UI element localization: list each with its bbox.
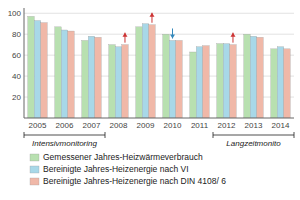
bar [55,27,61,118]
x-tick-label: 2010 [164,121,182,130]
trend-arrow-head [149,13,154,17]
period-bracket [213,135,294,136]
period-label: Langzeitmonito [226,139,281,148]
bar [196,47,202,118]
bars [28,16,290,118]
bar [109,45,115,118]
x-tick-label: 2013 [245,121,263,130]
legend-label: Bereinigte Jahres-Heizenergie nach VI [43,164,189,174]
bar [277,47,283,118]
bar [61,30,67,118]
bar [230,45,236,118]
x-axis [24,118,294,119]
bar [284,49,290,118]
bar [169,40,175,118]
legend-label: Bereinigte Jahres-Heizenergie nach DIN 4… [43,176,226,186]
bar [136,27,142,118]
legend-swatch [30,154,39,161]
x-tick-label: 2012 [218,121,236,130]
y-tick-label: 60 [12,51,21,60]
legend-label: Gemessener Jahres-Heizwärmeverbrauch [43,152,203,162]
bar [217,44,223,118]
legend-swatch [30,178,39,185]
x-tick-label: 2009 [137,121,155,130]
bar [149,25,155,118]
bar [115,47,121,118]
y-tick-label: 100 [8,9,22,18]
bar [250,36,256,118]
x-tick-label: 2005 [29,121,47,130]
x-tick-label: 2008 [110,121,128,130]
bar [122,45,128,118]
grid-line [24,13,294,14]
y-tick-label: 80 [12,30,21,39]
bar [163,34,169,118]
period-bracket-end [105,132,106,138]
period-bracket [24,135,105,136]
bar [271,49,277,118]
bar [82,40,88,118]
bar [203,46,209,118]
bar [28,16,34,118]
bar [223,44,229,118]
period-bracket-end [24,132,25,138]
trend-arrow-head [122,33,127,37]
trend-arrow-head [230,33,235,37]
bar [88,36,94,118]
bar [95,37,101,118]
y-tick-label: 40 [12,72,21,81]
bar [176,40,182,118]
bar [41,23,47,118]
chart: 20 40 60 80 100 2005 2006 2007 2008 2009 2010 2011 2… [0,0,300,200]
x-tick-label: 2011 [191,121,209,130]
bar [190,52,196,118]
x-tick-label: 2014 [272,121,290,130]
bar [68,31,74,118]
trend-arrow-head [170,34,175,38]
x-tick-label: 2007 [83,121,101,130]
bar [34,21,40,118]
period-bracket-end [213,132,214,138]
legend-swatch [30,166,39,173]
x-tick-label: 2006 [56,121,74,130]
period-bracket-end [294,132,295,138]
bar [244,34,250,118]
y-tick-label: 20 [12,93,21,102]
bar [142,24,148,118]
bar [257,37,263,118]
period-label: Intensivmonitoring [32,139,97,148]
y-axis [24,8,25,118]
